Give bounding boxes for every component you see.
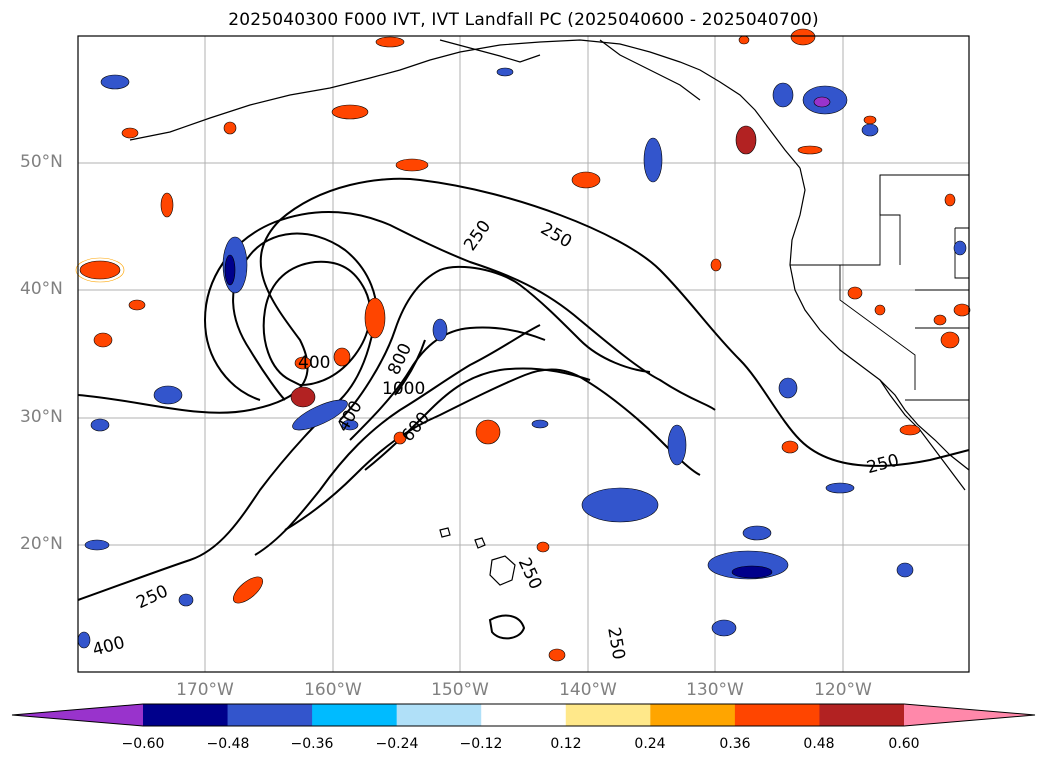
colorbar-segment <box>734 704 820 726</box>
colorbar-tick-label: 0.48 <box>803 736 835 752</box>
map-title: 2025040300 F000 IVT, IVT Landfall PC (20… <box>228 10 819 30</box>
colorbar-segment <box>143 704 229 726</box>
contour-label: 1000 <box>382 379 425 399</box>
lon-label: 120°W <box>814 680 872 700</box>
colorbar-tick-label: 0.60 <box>888 736 920 752</box>
colorbar-extend-max <box>904 704 1035 726</box>
colorbar-tick-label: 0.36 <box>719 736 751 752</box>
colorbar-tick-label: −0.60 <box>121 736 165 752</box>
colorbar <box>11 703 1036 727</box>
colorbar-segment <box>227 704 313 726</box>
lat-label: 30°N <box>20 407 63 427</box>
colorbar-tick-label: 0.12 <box>550 736 582 752</box>
lon-label: 130°W <box>686 680 744 700</box>
lon-label: 170°W <box>176 680 234 700</box>
coastlines <box>129 39 970 586</box>
colorbar-segment <box>481 704 567 726</box>
colorbar-tick-label: −0.36 <box>290 736 334 752</box>
lat-label: 40°N <box>20 279 63 299</box>
colorbar-segment <box>565 704 651 726</box>
colorbar-tick-label: 0.24 <box>634 736 666 752</box>
lat-label: 50°N <box>20 152 63 172</box>
colorbar-tick-label: −0.24 <box>375 736 419 752</box>
colorbar-tick-label: −0.48 <box>206 736 250 752</box>
lon-label: 150°W <box>431 680 489 700</box>
lon-label: 160°W <box>304 680 362 700</box>
colorbar-segment <box>650 704 736 726</box>
colorbar-outline <box>11 703 1036 727</box>
colorbar-segment <box>819 704 905 726</box>
colorbar-extend-min <box>12 704 143 726</box>
colorbar-segment <box>312 704 398 726</box>
colorbar-tick-label: −0.12 <box>459 736 503 752</box>
lon-label: 140°W <box>559 680 617 700</box>
negative-anomalies <box>77 67 967 649</box>
lat-label: 20°N <box>20 534 63 554</box>
colorbar-segment <box>396 704 482 726</box>
contour-label: 400 <box>298 353 330 373</box>
map-frame <box>77 35 970 673</box>
